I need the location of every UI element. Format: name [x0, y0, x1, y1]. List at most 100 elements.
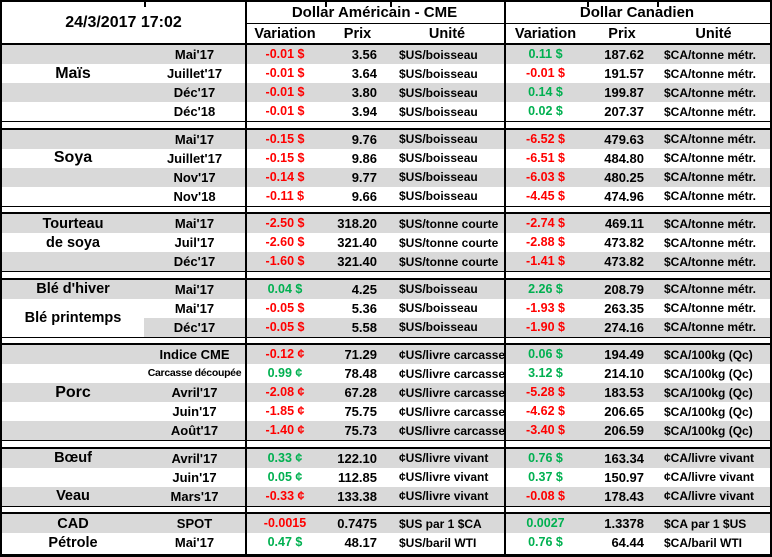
ca-price-cell: 474.96: [604, 188, 644, 204]
us-unit-cell: ¢US/livre carcasse: [399, 366, 504, 381]
us-price-cell: 78.48: [344, 366, 377, 381]
us-price-cell: 9.76: [351, 131, 377, 147]
table-row: Avril'17 0.33 ¢ 122.10 ¢US/livre vivant 0.76…: [2, 448, 770, 468]
section-separator: [2, 336, 770, 345]
us-variation-cell: 0.05 ¢: [267, 469, 303, 484]
ca-price-cell: 206.65: [604, 404, 644, 419]
us-variation-cell: -0.0015: [263, 516, 307, 531]
ca-unit-cell: $CA/tonne métr.: [664, 151, 757, 165]
ca-price-cell: 208.79: [604, 281, 644, 297]
us-variation-cell: 0.04 $: [267, 281, 303, 296]
commodity-name: Maïs: [55, 64, 91, 82]
ca-price-cell: 187.62: [604, 47, 644, 62]
section-separator: [2, 271, 770, 280]
us-price-cell: 3.64: [351, 66, 377, 81]
us-unit-cell: $US/boisseau: [399, 320, 478, 334]
us-unit-cell: ¢US/livre carcasse: [399, 404, 504, 419]
ca-unit-cell: $CA/tonne métr.: [664, 66, 757, 81]
table-row: SPOT -0.0015 0.7475 $US par 1 $CA 0.0027 1.33…: [2, 514, 770, 533]
month-cell: Juillet'17: [166, 66, 223, 81]
table-row: Mars'17 -0.33 ¢ 133.38 ¢US/livre vivant -0.0…: [2, 486, 770, 506]
ca-variation-cell: -5.28 $: [526, 385, 565, 400]
us-variation-cell: -0.14 $: [265, 169, 305, 184]
ca-unite-header: Unité: [695, 25, 732, 42]
us-price-cell: 67.28: [344, 385, 377, 400]
us-price-cell: 75.75: [344, 404, 377, 419]
month-cell: Mai'17: [174, 131, 215, 147]
ca-variation-cell: 0.14 $: [528, 85, 563, 100]
month-cell: Déc'18: [173, 104, 216, 119]
month-cell: Déc'17: [173, 254, 216, 269]
commodity-section: Mai'17 0.04 $ 4.25 $US/boisseau 2.26 $ 208.79…: [2, 279, 770, 337]
ca-unit-cell: $CA/100kg (Qc): [664, 404, 753, 419]
us-unit-cell: ¢US/livre vivant: [399, 451, 489, 465]
us-variation-cell: -0.05 $: [265, 300, 305, 315]
table-row: Juillet'17 -0.01 $ 3.64 $US/boisseau -0.01 $…: [2, 64, 770, 83]
ca-price-cell: 191.57: [604, 66, 644, 81]
month-cell: Déc'17: [173, 85, 216, 100]
us-price-cell: 3.56: [351, 47, 377, 62]
us-variation-cell: -0.05 $: [265, 319, 305, 334]
ca-price-cell: 214.10: [604, 366, 644, 381]
commodity-name: Soya: [53, 149, 93, 166]
ca-unit-cell: $CA/tonne métr.: [664, 104, 757, 119]
us-unit-cell: $US/tonne courte: [399, 216, 499, 231]
us-variation-cell: -0.01 $: [265, 66, 305, 81]
us-unit-cell: $US/boisseau: [399, 47, 478, 62]
us-unit-cell: $US/boisseau: [399, 301, 478, 315]
month-cell: SPOT: [176, 516, 213, 531]
table-row: Mai'17 -0.01 $ 3.56 $US/boisseau 0.11 $ 187.6…: [2, 45, 770, 64]
us-variation-cell: -2.60 $: [265, 235, 305, 250]
month-cell: Nov'18: [173, 188, 216, 204]
ca-dollar-section-title: Dollar Canadien: [504, 2, 770, 24]
ca-variation-cell: -1.90 $: [526, 319, 565, 334]
ca-variation-cell: 0.06 $: [528, 347, 563, 362]
ca-unit-cell: ¢CA/livre vivant: [664, 451, 755, 465]
table-row: Avril'17 -2.08 ¢ 67.28 ¢US/livre carcasse -5…: [2, 383, 770, 402]
ca-price-cell: 274.16: [604, 319, 644, 335]
us-unit-cell: $US/boisseau: [399, 151, 478, 165]
month-cell: Juillet'17: [166, 150, 223, 166]
commodity-section: Mai'17 -0.01 $ 3.56 $US/boisseau 0.11 $ 187.6…: [2, 45, 770, 121]
ca-price-cell: 150.97: [604, 469, 644, 485]
us-price-cell: 75.73: [344, 423, 377, 438]
us-unite-header: Unité: [428, 25, 466, 42]
us-price-cell: 9.77: [351, 169, 377, 185]
ca-variation-cell: -6.51 $: [526, 150, 565, 165]
date-cell: 24/3/2017 17:02: [65, 13, 182, 31]
ca-price-cell: 194.49: [604, 347, 644, 362]
ca-prix-header: Prix: [608, 25, 636, 42]
us-variation-cell: -0.01 $: [265, 47, 305, 62]
ca-variation-cell: 0.02 $: [528, 104, 563, 119]
ca-unit-cell: $CA/tonne métr.: [664, 320, 757, 334]
table-row: Carcasse découpée 0.99 ¢ 78.48 ¢US/livre ca…: [2, 364, 770, 383]
ca-price-cell: 469.11: [604, 216, 644, 231]
us-unit-cell: $US/boisseau: [399, 170, 478, 184]
us-unit-cell: $US/boisseau: [399, 85, 478, 100]
us-variation-cell: -0.01 $: [265, 104, 305, 119]
table-row: Juil'17 -2.60 $ 321.40 $US/tonne courte -2.8…: [2, 233, 770, 252]
us-price-cell: 4.25: [351, 281, 377, 297]
ca-variation-cell: 0.0027: [526, 516, 565, 531]
section-separator: [2, 121, 770, 130]
table-row: Déc'17 -1.60 $ 321.40 $US/tonne courte -1.41…: [2, 252, 770, 271]
month-cell: Mai'17: [174, 47, 215, 62]
month-cell: Avril'17: [171, 450, 218, 466]
ca-price-cell: 163.34: [604, 450, 644, 466]
table-header: 24/3/2017 17:02 Dollar Américain - CME D…: [2, 2, 770, 45]
us-variation-cell: -0.01 $: [265, 85, 305, 100]
month-cell: Juil'17: [174, 235, 215, 250]
table-row: Juin'17 0.05 ¢ 112.85 ¢US/livre vivant 0.37 …: [2, 468, 770, 487]
ca-variation-cell: -0.01 $: [526, 66, 565, 81]
ca-price-cell: 1.3378: [604, 516, 644, 531]
table-row: Août'17 -1.40 ¢ 75.73 ¢US/livre carcasse -3.…: [2, 421, 770, 440]
section-separator: [2, 440, 770, 449]
table-row: Nov'17 -0.14 $ 9.77 $US/boisseau -6.03 $ 480.…: [2, 167, 770, 187]
ca-variation-cell: 0.76 $: [528, 450, 563, 465]
ca-price-cell: 183.53: [604, 385, 644, 400]
us-price-cell: 48.17: [344, 535, 377, 550]
ca-price-cell: 479.63: [604, 131, 644, 147]
table-row: Déc'18 -0.01 $ 3.94 $US/boisseau 0.02 $ 207.3…: [2, 102, 770, 121]
ca-variation-cell: 2.26 $: [528, 281, 563, 296]
month-cell: Mai'17: [174, 300, 215, 316]
